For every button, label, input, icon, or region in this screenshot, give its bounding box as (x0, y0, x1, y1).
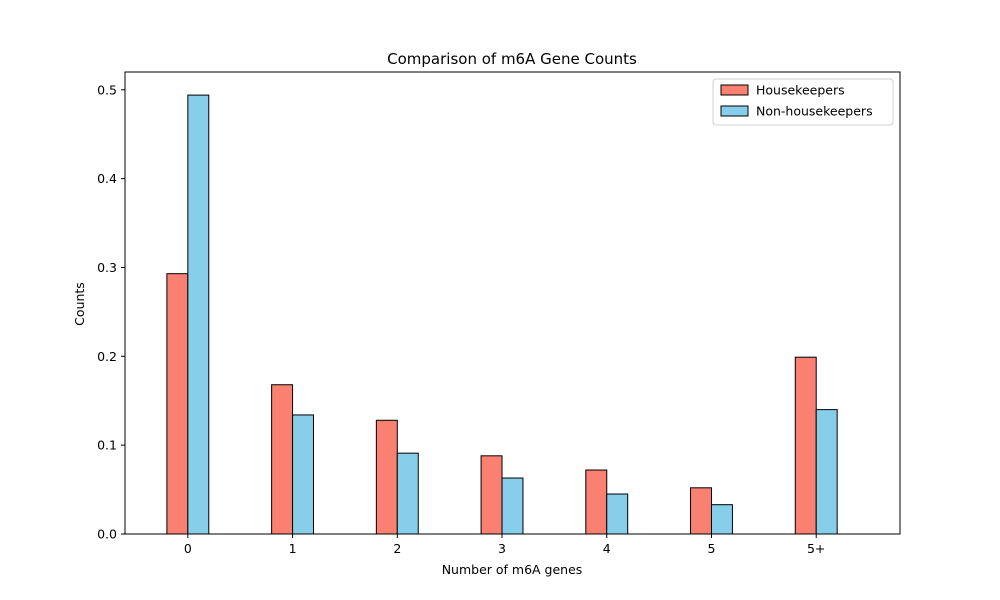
legend-label-non-housekeepers: Non-housekeepers (756, 104, 873, 119)
x-tick-label: 3 (498, 541, 506, 556)
bar-housekeepers-3 (480, 455, 503, 535)
bar-housekeepers-6 (794, 356, 817, 535)
bar-non-housekeepers-3 (501, 477, 524, 535)
legend: Housekeepers Non-housekeepers (712, 78, 894, 126)
legend-label-housekeepers: Housekeepers (756, 83, 845, 98)
bar-housekeepers-1 (271, 384, 294, 535)
bar-non-housekeepers-0 (187, 94, 210, 535)
bar-non-housekeepers-4 (606, 493, 629, 535)
axes-layer: 0 1 2 3 4 5 5+ 0.0 0.1 0.2 0.3 0.4 0.5 (97, 71, 901, 556)
legend-swatch-housekeepers (720, 84, 749, 96)
bar-housekeepers-0 (166, 273, 189, 535)
y-tick-label: 0.3 (97, 260, 117, 275)
bar-non-housekeepers-1 (292, 414, 315, 535)
bar-housekeepers-4 (585, 469, 608, 535)
x-tick-label: 4 (603, 541, 611, 556)
y-tick-label: 0.0 (97, 527, 117, 542)
bar-non-housekeepers-2 (396, 452, 419, 535)
x-tick-label: 5+ (807, 541, 825, 556)
y-axis-label: Counts (72, 282, 87, 326)
y-tick-label: 0.5 (97, 82, 117, 97)
bar-non-housekeepers-6 (815, 409, 838, 535)
y-tick-label: 0.2 (97, 349, 117, 364)
x-tick-label: 5 (708, 541, 716, 556)
x-axis-label: Number of m6A genes (442, 562, 583, 577)
legend-swatch-non-housekeepers (720, 105, 749, 117)
chart-title: Comparison of m6A Gene Counts (387, 50, 637, 68)
x-tick-label: 0 (184, 541, 192, 556)
bar-housekeepers-5 (690, 487, 712, 535)
y-tick-label: 0.1 (97, 438, 117, 453)
y-tick-label: 0.4 (97, 171, 117, 186)
legend-box (712, 78, 894, 126)
bar-housekeepers-2 (375, 419, 398, 535)
bar-non-housekeepers-5 (710, 504, 733, 535)
x-tick-label: 1 (289, 541, 297, 556)
x-tick-label: 2 (393, 541, 401, 556)
bars-layer (166, 94, 838, 535)
plot-frame (124, 71, 901, 535)
